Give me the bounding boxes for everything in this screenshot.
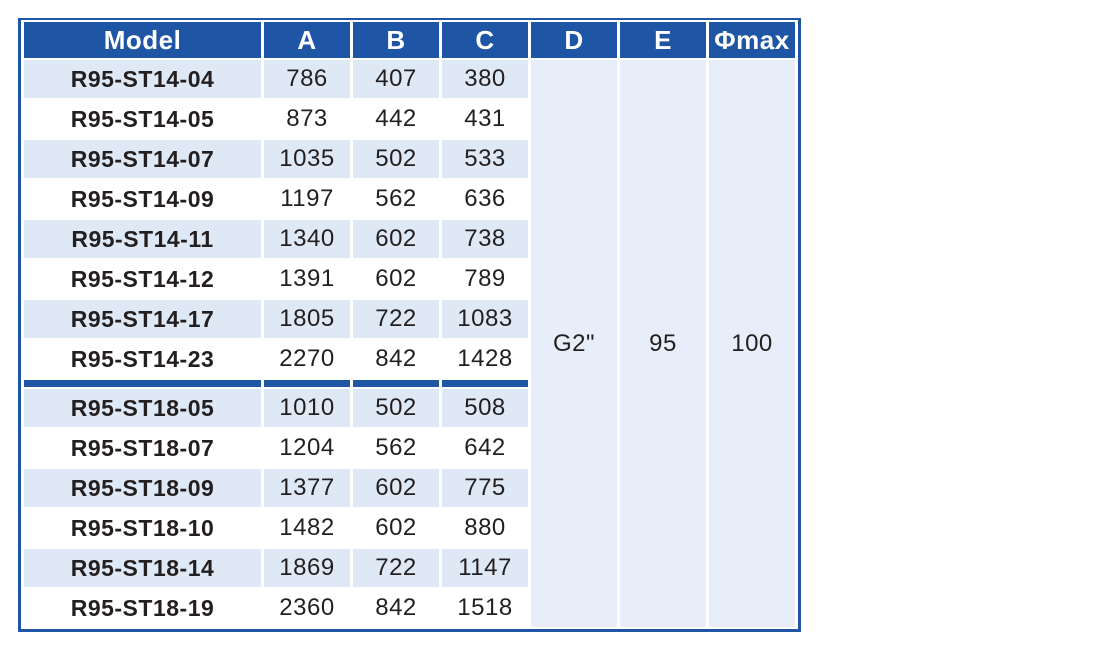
table-row: R95-ST14-23 2270 842 1428 <box>24 340 795 378</box>
table-row: R95-ST14-09 1197 562 636 <box>24 180 795 218</box>
value-cell-a: 1482 <box>264 509 350 547</box>
value-cell-b: 722 <box>353 549 439 587</box>
value-cell-c: 636 <box>442 180 528 218</box>
column-header-d: D <box>531 22 617 58</box>
table-row: R95-ST14-11 1340 602 738 <box>24 220 795 258</box>
value-cell-b: 602 <box>353 469 439 507</box>
value-cell-a: 1805 <box>264 300 350 338</box>
model-cell: R95-ST14-23 <box>24 340 261 378</box>
table-row: R95-ST18-09 1377 602 775 <box>24 469 795 507</box>
model-cell: R95-ST18-07 <box>24 429 261 467</box>
group-separator <box>24 380 795 387</box>
column-header-phimax: Φmax <box>709 22 795 58</box>
group-separator-segment <box>24 380 261 387</box>
value-cell-b: 722 <box>353 300 439 338</box>
value-cell-c: 1147 <box>442 549 528 587</box>
value-cell-b: 602 <box>353 509 439 547</box>
model-cell: R95-ST14-17 <box>24 300 261 338</box>
value-cell-b: 602 <box>353 220 439 258</box>
merged-cell-e: 95 <box>620 60 706 627</box>
column-header-c: C <box>442 22 528 58</box>
value-cell-b: 602 <box>353 260 439 298</box>
value-cell-a: 1869 <box>264 549 350 587</box>
model-cell: R95-ST18-09 <box>24 469 261 507</box>
table-row: R95-ST18-14 1869 722 1147 <box>24 549 795 587</box>
column-header-b: B <box>353 22 439 58</box>
value-cell-c: 1518 <box>442 589 528 627</box>
value-cell-c: 642 <box>442 429 528 467</box>
value-cell-c: 533 <box>442 140 528 178</box>
model-cell: R95-ST18-14 <box>24 549 261 587</box>
value-cell-a: 1010 <box>264 389 350 427</box>
merged-cell-d: G2" <box>531 60 617 627</box>
group-separator-segment <box>353 380 439 387</box>
value-cell-c: 1428 <box>442 340 528 378</box>
value-cell-b: 562 <box>353 180 439 218</box>
value-cell-b: 562 <box>353 429 439 467</box>
value-cell-c: 738 <box>442 220 528 258</box>
table-body: R95-ST14-04 786 407 380 G2" 95 100 R95-ST14-05 8… <box>24 60 795 627</box>
model-cell: R95-ST14-11 <box>24 220 261 258</box>
value-cell-b: 502 <box>353 389 439 427</box>
value-cell-a: 786 <box>264 60 350 98</box>
group-separator-segment <box>442 380 528 387</box>
value-cell-b: 842 <box>353 589 439 627</box>
model-cell: R95-ST18-19 <box>24 589 261 627</box>
dimension-spec-table: Model A B C D E Φmax R95-ST14-04 786 407 38… <box>21 20 798 629</box>
table-row: R95-ST18-07 1204 562 642 <box>24 429 795 467</box>
table-row: R95-ST14-17 1805 722 1083 <box>24 300 795 338</box>
table-row: R95-ST14-05 873 442 431 <box>24 100 795 138</box>
value-cell-a: 1377 <box>264 469 350 507</box>
value-cell-b: 442 <box>353 100 439 138</box>
value-cell-a: 1197 <box>264 180 350 218</box>
value-cell-a: 2270 <box>264 340 350 378</box>
table-row: R95-ST14-07 1035 502 533 <box>24 140 795 178</box>
value-cell-c: 880 <box>442 509 528 547</box>
model-cell: R95-ST14-09 <box>24 180 261 218</box>
column-header-a: A <box>264 22 350 58</box>
value-cell-b: 502 <box>353 140 439 178</box>
model-cell: R95-ST14-05 <box>24 100 261 138</box>
value-cell-c: 775 <box>442 469 528 507</box>
value-cell-a: 2360 <box>264 589 350 627</box>
value-cell-b: 407 <box>353 60 439 98</box>
table-row: R95-ST14-04 786 407 380 G2" 95 100 <box>24 60 795 627</box>
model-cell: R95-ST14-04 <box>24 60 261 98</box>
group-separator-segment <box>264 380 350 387</box>
header-row: Model A B C D E Φmax <box>24 22 795 58</box>
table-row: R95-ST18-10 1482 602 880 <box>24 509 795 547</box>
table-row: R95-ST18-05 1010 502 508 <box>24 389 795 427</box>
value-cell-a: 1391 <box>264 260 350 298</box>
table-row: R95-ST14-12 1391 602 789 <box>24 260 795 298</box>
value-cell-b: 842 <box>353 340 439 378</box>
dimension-spec-table-frame: Model A B C D E Φmax R95-ST14-04 786 407 38… <box>18 18 801 632</box>
model-cell: R95-ST18-05 <box>24 389 261 427</box>
column-header-e: E <box>620 22 706 58</box>
column-header-model: Model <box>24 22 261 58</box>
merged-cell-phimax: 100 <box>709 60 795 627</box>
table-row: R95-ST18-19 2360 842 1518 <box>24 589 795 627</box>
value-cell-c: 508 <box>442 389 528 427</box>
value-cell-c: 380 <box>442 60 528 98</box>
value-cell-a: 1035 <box>264 140 350 178</box>
value-cell-a: 1204 <box>264 429 350 467</box>
model-cell: R95-ST18-10 <box>24 509 261 547</box>
value-cell-c: 431 <box>442 100 528 138</box>
value-cell-a: 1340 <box>264 220 350 258</box>
value-cell-a: 873 <box>264 100 350 138</box>
model-cell: R95-ST14-12 <box>24 260 261 298</box>
model-cell: R95-ST14-07 <box>24 140 261 178</box>
value-cell-c: 1083 <box>442 300 528 338</box>
value-cell-c: 789 <box>442 260 528 298</box>
